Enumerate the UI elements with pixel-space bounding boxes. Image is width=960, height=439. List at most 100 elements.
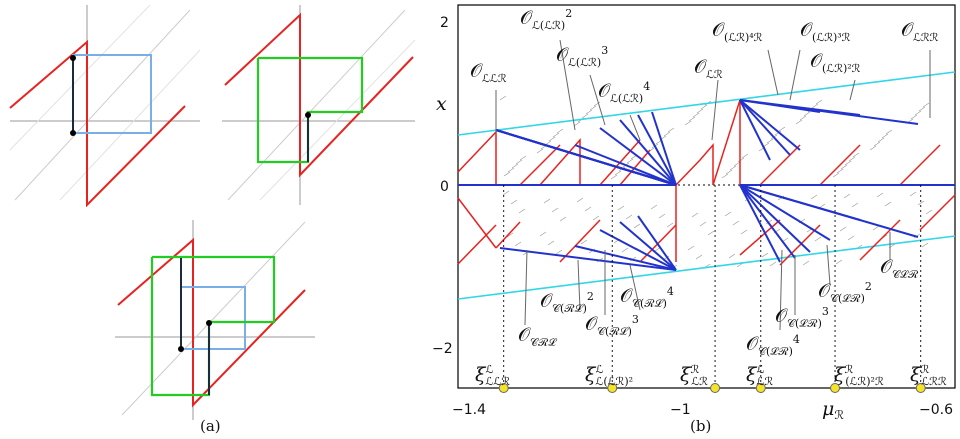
- cyan-upper-line: [457, 71, 956, 136]
- blue-line: [739, 99, 821, 113]
- orbit-label-C-RL-3: 𝒪𝒞(ℛℒ)3: [585, 313, 639, 338]
- orbit-label-C-LR-4: 𝒪𝒞(ℒℛ)4: [746, 333, 800, 358]
- hatch-mark: [885, 129, 893, 135]
- orbit-label-L-LR-3: 𝒪ℒ(ℒℛ)3: [556, 44, 608, 69]
- hatch-mark: [548, 136, 556, 142]
- hatch-mark: [881, 133, 889, 139]
- hatch-mark: [650, 204, 658, 210]
- hatch-mark: [507, 167, 515, 173]
- hatch-mark: [688, 116, 696, 122]
- hatch-mark: [921, 242, 929, 248]
- hatch-mark: [774, 130, 782, 136]
- red-sawtooth: [457, 99, 956, 266]
- xi-labels: ξℒ ℒℒℛ ξℒ ℒ(ℒℛ)² ξℛ ℒℛ ξℒ ℒℛ ξℛ (ℒℛ)²ℛ ξℛ ℒℛℛ: [475, 363, 947, 388]
- orbit-label-LLR: 𝒪ℒℒℛ: [470, 60, 507, 85]
- hatch-mark: [839, 226, 847, 232]
- red-segment: [779, 224, 821, 266]
- hatch-mark: [511, 163, 519, 169]
- hatch-mark: [543, 198, 551, 204]
- blue-line: [599, 127, 677, 186]
- hatch-mark: [617, 205, 625, 211]
- hatch-mark: [729, 165, 737, 171]
- xtick-neg1: −1: [670, 402, 691, 418]
- hatch-mark: [832, 172, 840, 178]
- hatch-mark: [778, 126, 786, 132]
- blue-line: [495, 129, 677, 186]
- hatch-mark: [914, 110, 922, 116]
- cyan-lower-line: [457, 235, 956, 300]
- hatch-mark: [851, 202, 859, 208]
- hatch-mark: [506, 232, 514, 238]
- hatch-mark: [733, 161, 741, 167]
- xi-point: [915, 383, 926, 393]
- xi-label-R-LR: ξℛ ℒℛ: [680, 363, 708, 388]
- hatch-mark: [725, 169, 733, 175]
- hatch-mark: [539, 231, 547, 237]
- hatch-mark: [552, 132, 560, 138]
- hatch-mark: [910, 114, 918, 120]
- hatch-mark: [580, 239, 588, 245]
- red-segment: [675, 142, 714, 186]
- hatch-mark: [810, 194, 818, 200]
- hatch-mark: [728, 253, 736, 259]
- hatch-mark: [593, 101, 601, 107]
- orbit-label-C-RL-4: 𝒪𝒞(ℛℒ)4: [620, 285, 674, 310]
- hatch-mark: [555, 249, 563, 255]
- hatch-mark: [573, 121, 581, 127]
- hatch-mark: [803, 111, 811, 117]
- hatch-mark: [876, 192, 884, 198]
- hatch-mark: [519, 155, 527, 161]
- blue-line: [739, 184, 831, 241]
- label-arrow: [589, 74, 606, 126]
- label-arrows: [495, 39, 931, 331]
- hatch-mark: [592, 215, 600, 221]
- hatch-mark: [799, 115, 807, 121]
- blue-line: [619, 221, 677, 271]
- hatch-mark: [740, 229, 748, 235]
- red-segment: [539, 138, 581, 186]
- blue-line: [499, 247, 677, 271]
- hatch-mark: [621, 247, 629, 253]
- hatch-mark: [852, 152, 860, 158]
- red-segment: [457, 224, 497, 265]
- label-arrow: [779, 249, 783, 331]
- ytick-neg2: −2: [432, 341, 453, 357]
- hatch-mark: [559, 216, 567, 222]
- hatch-mark: [732, 220, 740, 226]
- hatch-mark: [877, 137, 885, 143]
- blue-line: [739, 184, 796, 259]
- label-arrow: [629, 114, 641, 141]
- label-arrow: [524, 249, 528, 326]
- red-segment: [712, 99, 741, 186]
- hatch-mark: [691, 212, 699, 218]
- label-arrow: [789, 49, 801, 101]
- hatch-mark: [922, 102, 930, 108]
- map-plot-bottom: [115, 220, 315, 420]
- hatch-mark: [633, 223, 641, 229]
- hatch-mark: [503, 171, 511, 177]
- hatch-mark: [663, 131, 671, 137]
- hatch-mark: [626, 158, 634, 164]
- hatch-mark: [614, 170, 622, 176]
- map-plot-top-left: [9, 4, 201, 208]
- hatch-mark: [802, 260, 810, 266]
- hatch-mark: [658, 213, 666, 219]
- xi-label-R-LR2R: ξℛ (ℒℛ)²ℛ: [834, 363, 884, 388]
- hatch-mark: [917, 200, 925, 206]
- blue-line: [739, 184, 811, 253]
- label-arrow: [849, 79, 856, 101]
- hatch-mark: [884, 201, 892, 207]
- red-segment: [559, 219, 601, 263]
- blue-line: [637, 215, 677, 271]
- ytick-0: 0: [440, 179, 449, 195]
- xi-label-R-LRR: ξℛ ℒℛℛ: [910, 363, 947, 388]
- hatch-mark: [700, 104, 708, 110]
- orbit-label-LR3-R: 𝒪(ℒℛ)³ℛ: [800, 19, 851, 44]
- hatch-mark: [872, 225, 880, 231]
- hatch-mark: [514, 241, 522, 247]
- hatch-mark: [687, 245, 695, 251]
- label-arrow: [711, 79, 719, 141]
- xi-point: [607, 383, 618, 393]
- blue-line: [739, 99, 791, 156]
